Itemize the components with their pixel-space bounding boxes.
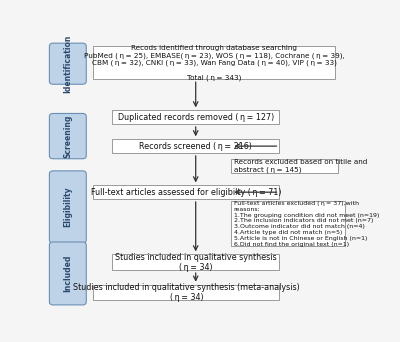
Text: Full-text articles assessed for eligibilty ( η = 71): Full-text articles assessed for eligibil… bbox=[91, 188, 282, 197]
Text: Duplicated records removed ( η = 127): Duplicated records removed ( η = 127) bbox=[118, 113, 274, 122]
FancyBboxPatch shape bbox=[112, 139, 279, 153]
FancyBboxPatch shape bbox=[49, 171, 86, 243]
FancyBboxPatch shape bbox=[94, 285, 279, 300]
Text: Identification: Identification bbox=[63, 35, 72, 93]
Text: Eligibility: Eligibility bbox=[63, 187, 72, 227]
Text: Studies included in qualitative synthesis (meta-analysis)
( η = 34): Studies included in qualitative synthesi… bbox=[73, 283, 300, 302]
Text: Included: Included bbox=[63, 255, 72, 292]
Text: Studies included in qualitative synthesis
( η = 34): Studies included in qualitative synthesi… bbox=[115, 252, 276, 272]
FancyBboxPatch shape bbox=[49, 114, 86, 159]
FancyBboxPatch shape bbox=[94, 46, 335, 79]
FancyBboxPatch shape bbox=[94, 185, 279, 199]
Text: Records screened ( η = 216): Records screened ( η = 216) bbox=[139, 142, 252, 150]
FancyBboxPatch shape bbox=[112, 254, 279, 270]
FancyBboxPatch shape bbox=[112, 110, 279, 124]
FancyBboxPatch shape bbox=[49, 242, 86, 305]
Text: Records excluded based on titile and
abstract ( η = 145): Records excluded based on titile and abs… bbox=[234, 159, 367, 173]
Text: Recods identified through database searching
PubMed ( η = 25), EMBASE( η = 23), : Recods identified through database searc… bbox=[84, 45, 345, 80]
Text: Screening: Screening bbox=[63, 115, 72, 158]
FancyBboxPatch shape bbox=[231, 159, 338, 173]
FancyBboxPatch shape bbox=[231, 201, 344, 247]
FancyBboxPatch shape bbox=[49, 43, 86, 84]
Text: Full-text articles excluded ( η = 37),with
reasons:
1.The grouping condition did: Full-text articles excluded ( η = 37),wi… bbox=[234, 201, 379, 247]
